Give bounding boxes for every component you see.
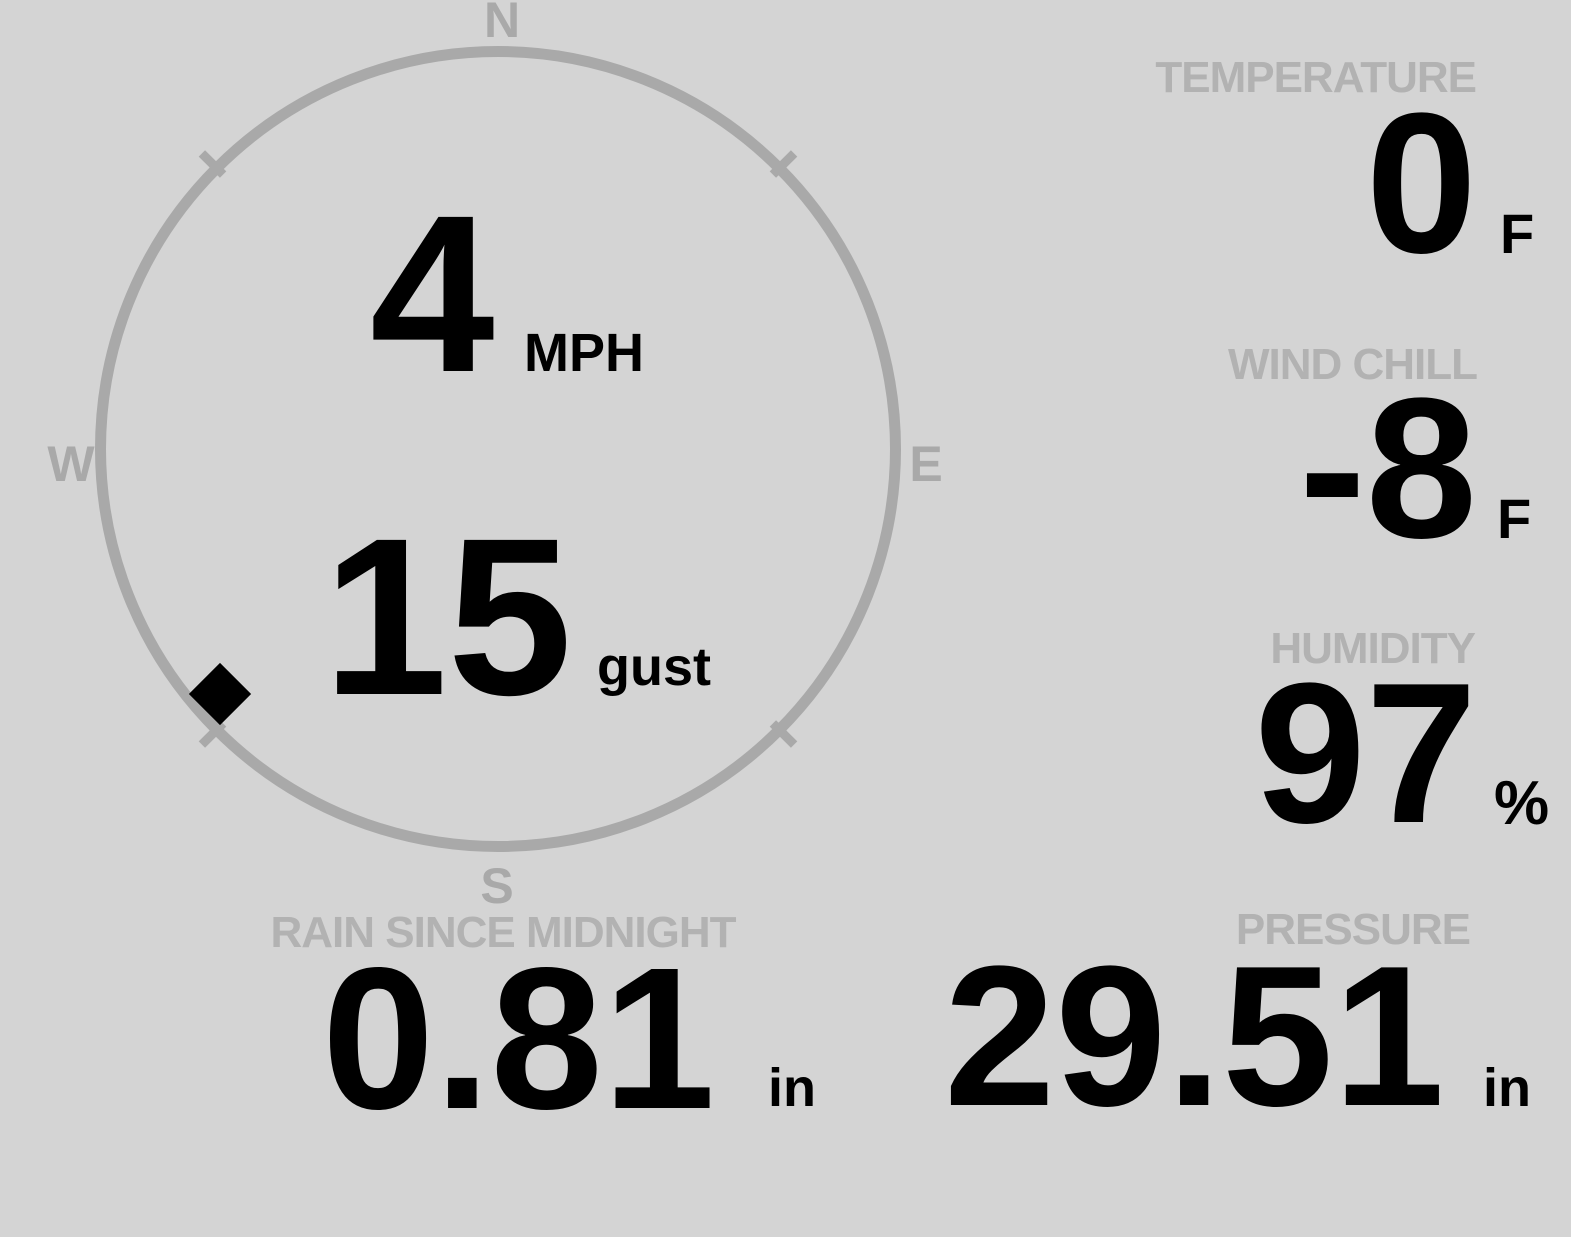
wind-chill-label: WIND CHILL (1227, 340, 1478, 389)
compass-label-south: S (480, 858, 514, 914)
wind-gust-value: 15 (323, 492, 573, 742)
temperature-value: 0 (1365, 72, 1477, 295)
pressure-label: PRESSURE (1235, 905, 1471, 954)
wind-speed-unit: MPH (524, 323, 644, 383)
rain-label: RAIN SINCE MIDNIGHT (270, 908, 737, 957)
rain-unit: in (768, 1058, 816, 1118)
wind-speed-value: 4 (370, 169, 495, 419)
temperature-label: TEMPERATURE (1155, 53, 1477, 102)
rain-value: 0.81 (322, 925, 716, 1151)
compass-label-north: N (483, 0, 521, 48)
humidity-label: HUMIDITY (1270, 624, 1476, 673)
pressure-value: 29.51 (944, 925, 1445, 1148)
humidity-unit: % (1494, 769, 1550, 838)
wind-chill-unit: F (1497, 487, 1532, 550)
humidity-value: 97 (1254, 642, 1477, 865)
pressure-unit: in (1483, 1058, 1531, 1118)
compass-label-east: E (909, 436, 943, 492)
wind-gust-unit: gust (597, 637, 711, 697)
wind-chill-value: -8 (1299, 357, 1477, 580)
compass-ring (95, 46, 901, 852)
temperature-unit: F (1500, 202, 1535, 265)
compass-label-west: W (47, 436, 95, 492)
